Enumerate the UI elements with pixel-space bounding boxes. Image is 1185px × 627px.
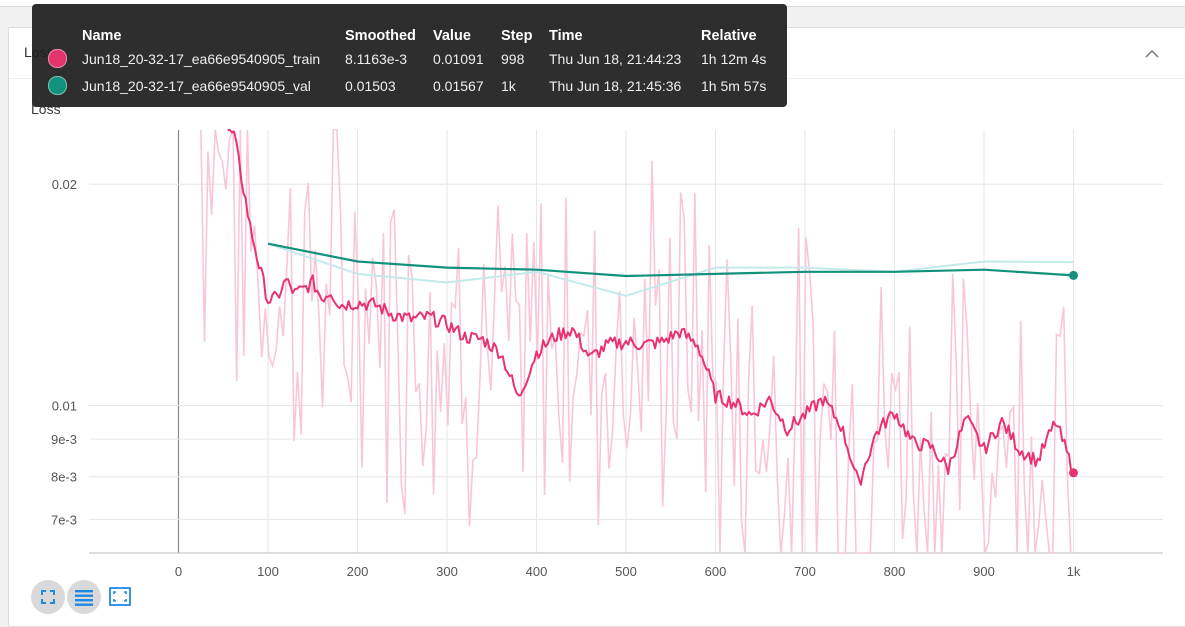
tooltip-train-smoothed: 8.1163e-3 bbox=[345, 51, 408, 67]
x-tick-label: 200 bbox=[347, 564, 369, 579]
tooltip-val-dot bbox=[48, 76, 67, 95]
val-smoothed-line bbox=[267, 242, 1074, 278]
log-scale-icon bbox=[75, 590, 93, 606]
x-tick-label: 500 bbox=[615, 564, 637, 579]
x-tick-label: 400 bbox=[526, 564, 548, 579]
y-tick-label: 8e-3 bbox=[51, 470, 77, 485]
x-tick-label: 900 bbox=[973, 564, 995, 579]
tooltip-train-relative: 1h 12m 4s bbox=[701, 51, 767, 67]
chevron-up-icon[interactable] bbox=[1138, 40, 1166, 68]
tooltip-val-value: 0.01567 bbox=[433, 78, 484, 94]
y-tick-label: 0.01 bbox=[52, 398, 77, 413]
train-raw-line bbox=[200, 129, 1072, 554]
tooltip-header-step: Step bbox=[501, 28, 533, 44]
y-tick-label: 7e-3 bbox=[51, 512, 77, 527]
val-end-marker bbox=[1069, 270, 1078, 280]
tooltip-train-name: Jun18_20-32-17_ea66e9540905_train bbox=[82, 51, 321, 67]
train-smoothed-line bbox=[227, 129, 1074, 486]
x-tick-label: 0 bbox=[175, 564, 182, 579]
tooltip-train-dot bbox=[48, 49, 67, 68]
y-tick-label: 0.02 bbox=[52, 177, 77, 192]
tooltip-header-name: Name bbox=[82, 28, 122, 44]
fullscreen-button[interactable] bbox=[31, 580, 65, 614]
tooltip-train-value: 0.01091 bbox=[433, 51, 484, 67]
tooltip-val-name: Jun18_20-32-17_ea66e9540905_val bbox=[82, 78, 311, 94]
tooltip-header-relative: Relative bbox=[701, 28, 757, 44]
x-tick-label: 600 bbox=[705, 564, 727, 579]
tooltip-val-time: Thu Jun 18, 21:45:36 bbox=[549, 78, 682, 94]
x-tick-label: 100 bbox=[257, 564, 279, 579]
x-tick-label: 1k bbox=[1067, 564, 1081, 579]
tooltip-val-smoothed: 0.01503 bbox=[345, 78, 396, 94]
fullscreen-icon bbox=[41, 590, 55, 604]
tooltip-header-smoothed: Smoothed bbox=[345, 28, 416, 44]
log-scale-button[interactable] bbox=[67, 580, 101, 614]
train-end-marker bbox=[1069, 468, 1078, 478]
x-tick-label: 300 bbox=[436, 564, 458, 579]
tooltip-train-time: Thu Jun 18, 21:44:23 bbox=[549, 51, 682, 67]
val-raw-line bbox=[267, 242, 1074, 297]
fit-domain-icon bbox=[109, 587, 131, 606]
x-tick-label: 800 bbox=[884, 564, 906, 579]
tooltip-val-step: 1k bbox=[501, 78, 516, 94]
tooltip-header-time: Time bbox=[549, 28, 583, 44]
tooltip-val-relative: 1h 5m 57s bbox=[701, 78, 767, 94]
tooltip-header-value: Value bbox=[433, 28, 471, 44]
y-tick-label: 9e-3 bbox=[51, 432, 77, 447]
hover-tooltip: Name Smoothed Value Step Time Relative J… bbox=[32, 4, 787, 107]
x-tick-label: 700 bbox=[794, 564, 816, 579]
tooltip-train-step: 998 bbox=[501, 51, 525, 67]
fit-domain-button[interactable] bbox=[103, 580, 137, 614]
